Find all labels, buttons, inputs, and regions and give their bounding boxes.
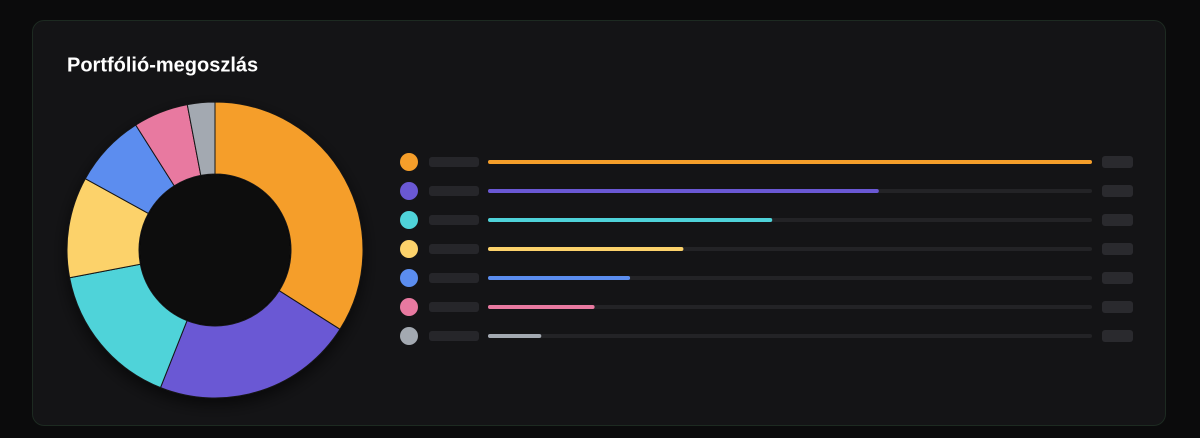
legend-dot [400,327,418,345]
chart-title: Portfólió-megoszlás [67,54,258,76]
bar-track [488,305,1092,309]
bar [488,189,879,193]
legend-dot [400,153,418,171]
legend-dot [400,298,418,316]
label-placeholder [429,215,479,225]
donut-segment [159,290,341,399]
donut [66,101,364,399]
value-placeholder [1102,185,1133,197]
label-placeholder [429,331,479,341]
bar-track [488,334,1092,338]
label-placeholder [429,186,479,196]
label-placeholder [429,157,479,167]
donut-segment [214,101,364,330]
legend-dot [400,269,418,287]
legend [400,153,1133,345]
value-placeholder [1102,272,1133,284]
value-placeholder [1102,330,1133,342]
value-placeholder [1102,156,1133,168]
label-placeholder [429,273,479,283]
value-placeholder [1102,301,1133,313]
legend-dot [400,211,418,229]
bar [488,247,684,251]
donut-segment [186,101,216,176]
bar [488,305,595,309]
bar [488,334,542,338]
value-placeholder [1102,214,1133,226]
bar [488,218,773,222]
value-placeholder [1102,243,1133,255]
label-placeholder [429,302,479,312]
legend-dot [400,240,418,258]
donut-hole [140,175,290,325]
label-placeholder [429,244,479,254]
bar-track [488,276,1092,280]
legend-dot [400,182,418,200]
bar [488,160,1092,164]
bar [488,276,631,280]
